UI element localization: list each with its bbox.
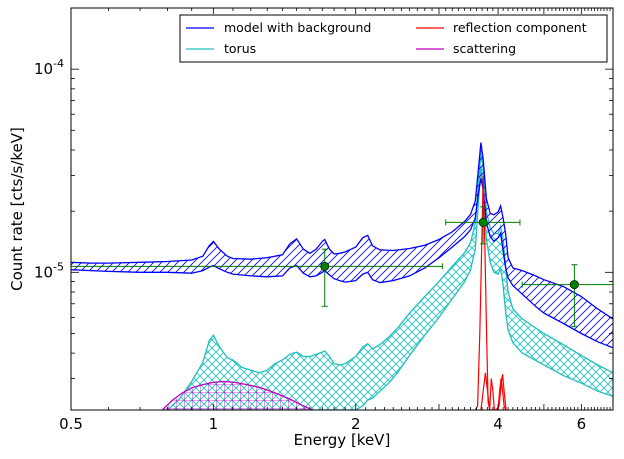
model-lower-line [71,178,613,349]
plot-area [71,142,613,410]
model-upper-line [71,142,613,320]
data-point-0 [71,248,443,307]
data-point-1 [445,206,521,245]
legend-label-scattering: scattering [453,41,516,56]
y-tick-label: 10-4 [34,57,64,78]
x-tick-label: 0.5 [59,415,83,433]
series-scattering [161,380,313,410]
tick-labels: 0.5 1 2 4 6 10-5 10-4 [34,57,586,433]
legend-label-torus: torus [224,41,256,56]
plot-frame [70,7,614,411]
torus-lower-line [167,166,613,410]
x-tick-label: 1 [209,415,219,433]
reflection-line [474,175,507,410]
data-points-layer [71,206,613,328]
data-point-marker [478,217,488,227]
legend-box [179,14,608,63]
series-model [71,142,613,349]
scattering-band-fill [162,381,313,410]
scattering-upper-line [161,380,313,410]
data-point-marker [569,280,579,290]
data-point-marker [320,261,330,271]
legend-label-model: model with background [224,20,371,35]
series-layer [71,142,613,410]
x-tick-label: 4 [493,415,503,433]
legend-label-reflection: reflection component [453,20,587,35]
model-band-fill [71,142,613,348]
x-tick-label: 2 [351,415,361,433]
x-axis-label: Energy [keV] [294,431,391,449]
series-reflection [474,175,507,410]
data-point-2 [521,264,613,328]
y-tick-label: 10-5 [34,260,64,281]
x-tick-label: 6 [577,415,587,433]
legend: model with background torus reflection c… [179,14,608,63]
y-axis-label: Count rate [cts/s/keV] [8,127,26,291]
reflection-line-2 [480,372,507,410]
